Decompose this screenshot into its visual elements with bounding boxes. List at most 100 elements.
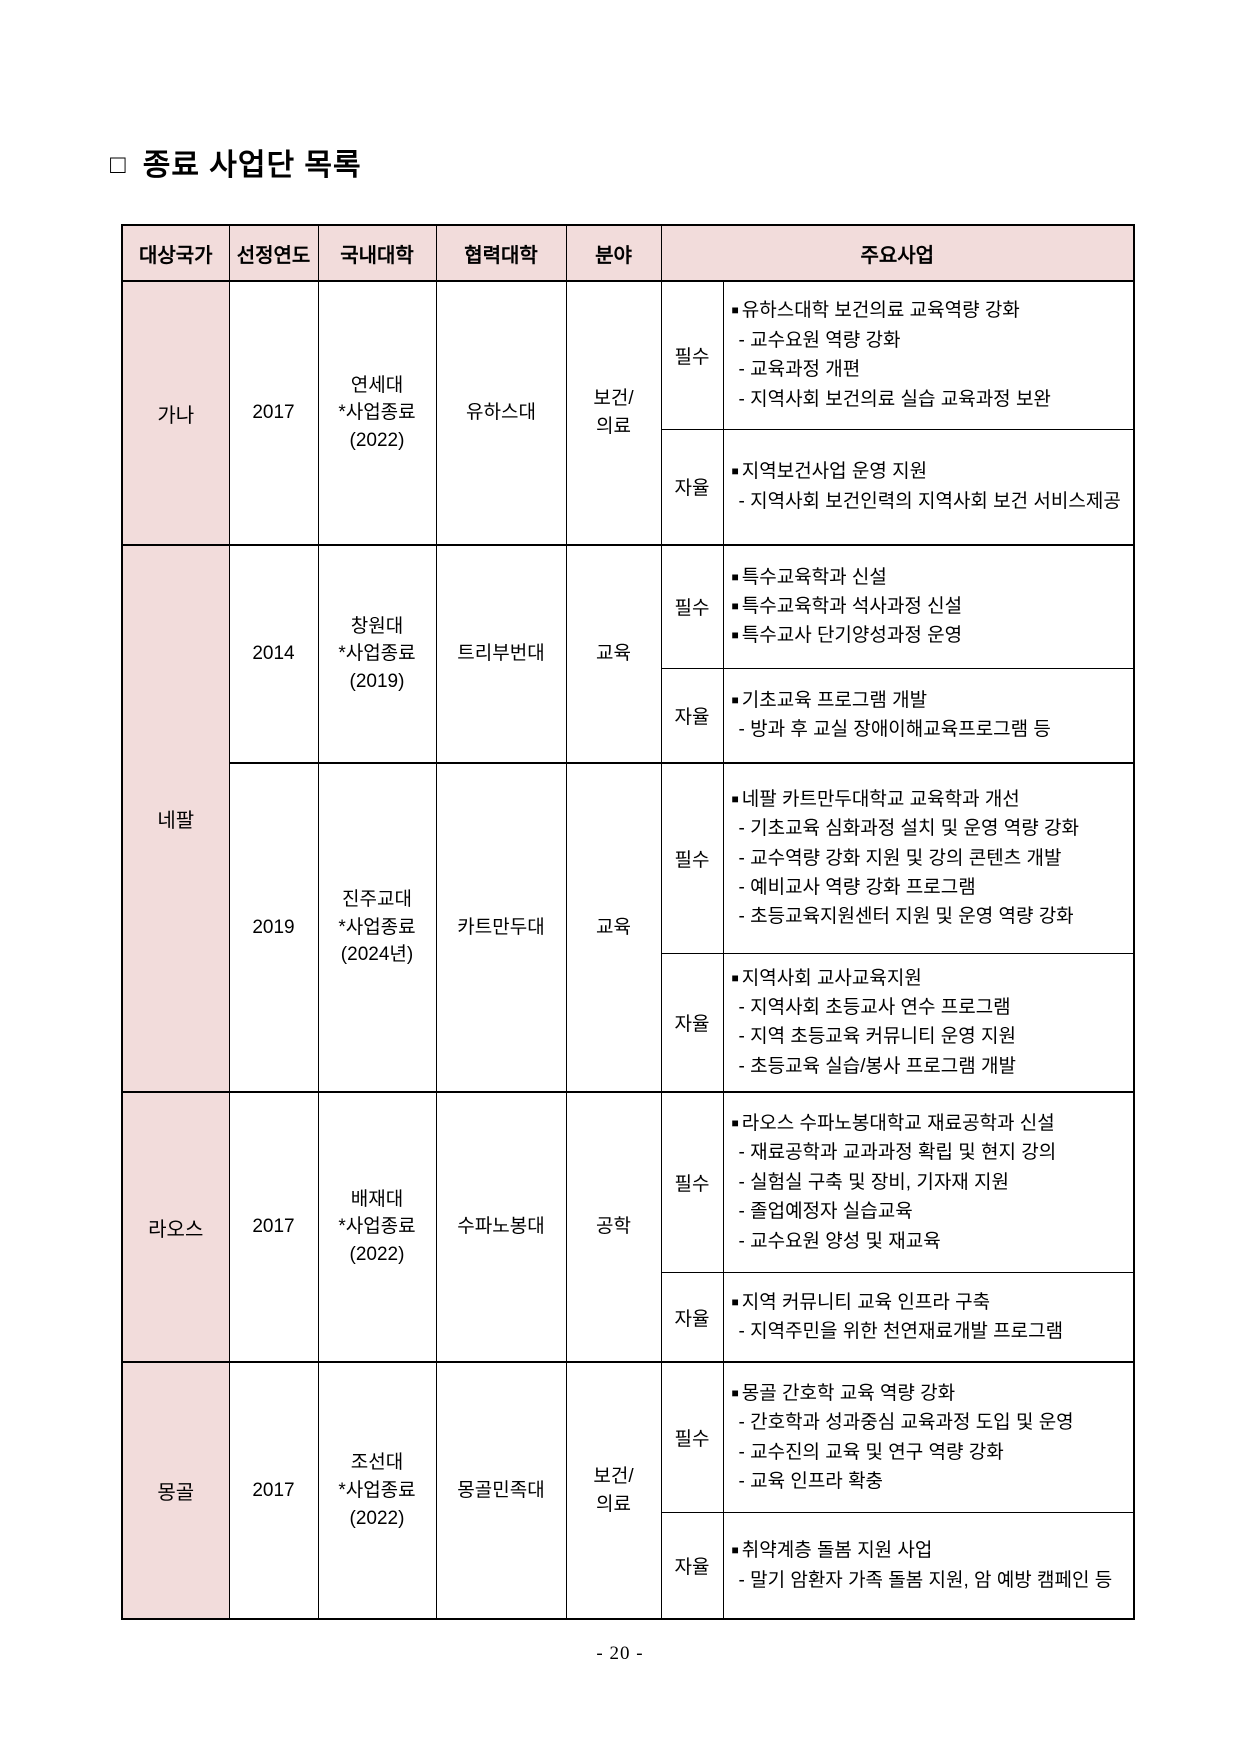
small-square-bullet-icon: ■ bbox=[731, 569, 739, 584]
program-line: - 초등교육지원센터 지원 및 운영 역량 강화 bbox=[738, 906, 1074, 928]
partner-univ-cell: 유하스대 bbox=[435, 280, 567, 546]
field-cell: 공학 bbox=[565, 1091, 662, 1363]
table-row: 자율 ■ 지역보건사업 운영 지원 - 지역사회 보건인력의 지역사회 보건 서비스제… bbox=[122, 428, 1135, 546]
program-content-cell: ■ 네팔 카트만두대학교 교육학과 개선 - 기초교육 심화과정 설치 및 운영 역… bbox=[722, 762, 1135, 954]
cell-line: 배재대 bbox=[350, 1188, 404, 1210]
partner-univ-cell: 카트만두대 bbox=[435, 761, 567, 1093]
program-line: - 교수역량 강화 지원 및 강의 콘텐츠 개발 bbox=[738, 847, 1062, 869]
cell-line: 창원대 bbox=[350, 615, 404, 637]
cell-line: 진주교대 bbox=[342, 889, 412, 911]
cell-line: (2019) bbox=[349, 670, 405, 692]
program-line: ■ 특수교육학과 석사과정 신설 bbox=[731, 596, 963, 618]
program-line: - 실험실 구축 및 장비, 기자재 지원 bbox=[738, 1171, 1010, 1193]
table-row: 라오스 2017 배재대 *사업종료 (2022) 수파노봉대 공학 필수 ■ 라오스 수파노봉대… bbox=[121, 1091, 1135, 1363]
program-content-cell: ■ 지역사회 교사교육지원 - 지역사회 초등교사 연수 프로그램 - 지역 초등교육… bbox=[722, 952, 1135, 1093]
year-cell: 2019 bbox=[228, 761, 319, 1093]
small-square-bullet-icon: ■ bbox=[731, 1294, 739, 1309]
program-type-cell: 필수 bbox=[660, 280, 724, 430]
cell-line: *사업종료 bbox=[338, 1216, 416, 1238]
program-type-cell: 자율 bbox=[660, 952, 724, 1093]
cell-line: 의료 bbox=[596, 1493, 631, 1515]
small-square-bullet-icon: ■ bbox=[731, 1543, 739, 1558]
small-square-bullet-icon: ■ bbox=[731, 970, 739, 985]
program-line: - 지역사회 보건의료 실습 교육과정 보완 bbox=[738, 388, 1051, 410]
small-square-bullet-icon: ■ bbox=[731, 628, 739, 643]
col-header-country: 대상국가 bbox=[121, 224, 230, 282]
small-square-bullet-icon: ■ bbox=[731, 303, 739, 318]
program-content-cell: ■ 라오스 수파노봉대학교 재료공학과 신설 - 재료공학과 교과과정 확립 및 현… bbox=[722, 1091, 1135, 1273]
page-title-text: 종료 사업단 목록 bbox=[142, 149, 362, 182]
small-square-bullet-icon: ■ bbox=[731, 464, 739, 479]
cell-line: 연세대 bbox=[350, 374, 404, 396]
program-line: ■ 라오스 수파노봉대학교 재료공학과 신설 bbox=[731, 1112, 1055, 1134]
program-content-cell: ■ 몽골 간호학 교육 역량 강화 - 간호학과 성과중심 교육과정 도입 및 운영… bbox=[722, 1361, 1135, 1513]
program-line: - 교수요원 역량 강화 bbox=[738, 329, 901, 351]
table-row: 가나 2017 연세대 *사업종료 (2022) 유하스대 보건/의료 필수 ■ 유하스대학 보건… bbox=[121, 280, 1135, 546]
program-line: - 말기 암환자 가족 돌봄 지원, 암 예방 캠페인 등 bbox=[738, 1569, 1113, 1591]
country-cell: 가나 bbox=[121, 280, 230, 546]
field-cell: 교육 bbox=[565, 761, 662, 1093]
domestic-univ-cell: 배재대 *사업종료 (2022) bbox=[317, 1091, 437, 1363]
small-square-bullet-icon: ■ bbox=[731, 1115, 739, 1130]
program-line: - 교수진의 교육 및 연구 역량 강화 bbox=[738, 1441, 1004, 1463]
field-cell: 교육 bbox=[565, 544, 662, 764]
cell-line: *사업종료 bbox=[338, 916, 416, 938]
page-number: - 20 - bbox=[596, 1643, 644, 1664]
small-square-bullet-icon: ■ bbox=[731, 1385, 739, 1400]
program-line: ■ 지역 커뮤니티 교육 인프라 구축 bbox=[731, 1291, 991, 1313]
program-line: - 지역 초등교육 커뮤니티 운영 지원 bbox=[738, 1026, 1016, 1048]
program-line: ■ 몽골 간호학 교육 역량 강화 bbox=[731, 1382, 956, 1404]
program-content-cell: ■ 취약계층 돌봄 지원 사업 - 말기 암환자 가족 돌봄 지원, 암 예방 캠페… bbox=[722, 1511, 1135, 1620]
program-line: - 지역사회 초등교사 연수 프로그램 bbox=[738, 996, 1011, 1018]
program-content-cell: ■ 지역 커뮤니티 교육 인프라 구축 - 지역주민을 위한 천연재료개발 프로그램 bbox=[722, 1271, 1135, 1363]
cell-line: *사업종료 bbox=[338, 402, 416, 424]
page-title: □ 종료 사업단 목록 bbox=[110, 140, 362, 184]
program-content-cell: ■ 지역보건사업 운영 지원 - 지역사회 보건인력의 지역사회 보건 서비스제공 bbox=[722, 428, 1135, 546]
program-line: - 기초교육 심화과정 설치 및 운영 역량 강화 bbox=[738, 818, 1079, 840]
table-row: 자율 ■ 기초교육 프로그램 개발 - 방과 후 교실 장애이해교육프로그램 등 bbox=[122, 667, 1135, 764]
table-row: 2019 진주교대 *사업종료 (2024년) 카트만두대 교육 필수 ■ 네팔 카트만두대학교… bbox=[122, 761, 1135, 1093]
program-line: ■ 유하스대학 보건의료 교육역량 강화 bbox=[731, 300, 1020, 322]
program-content-cell: ■ 기초교육 프로그램 개발 - 방과 후 교실 장애이해교육프로그램 등 bbox=[722, 667, 1135, 764]
program-line: ■ 기초교육 프로그램 개발 bbox=[731, 689, 928, 711]
cell-line: *사업종료 bbox=[338, 1479, 416, 1501]
program-line: ■ 특수교육학과 신설 bbox=[731, 566, 887, 588]
field-cell: 보건/의료 bbox=[565, 1361, 662, 1620]
program-type-cell: 자율 bbox=[660, 1511, 724, 1620]
program-line: ■ 취약계층 돌봄 지원 사업 bbox=[731, 1540, 933, 1562]
program-type-cell: 필수 bbox=[660, 1091, 724, 1273]
cell-line: 보건/ bbox=[593, 388, 634, 410]
domestic-univ-cell: 조선대 *사업종료 (2022) bbox=[317, 1361, 437, 1620]
cell-line: 조선대 bbox=[350, 1452, 404, 1474]
partner-univ-cell: 트리부번대 bbox=[435, 544, 567, 764]
country-cell: 네팔 bbox=[121, 543, 230, 1093]
program-line: - 간호학과 성과중심 교육과정 도입 및 운영 bbox=[738, 1412, 1074, 1434]
cell-line: *사업종료 bbox=[338, 643, 416, 665]
year-cell: 2017 bbox=[228, 1091, 319, 1363]
year-cell: 2014 bbox=[228, 544, 319, 764]
country-cell: 라오스 bbox=[121, 1091, 230, 1363]
program-content-cell: ■ 유하스대학 보건의료 교육역량 강화 - 교수요원 역량 강화 - 교육과정 개편… bbox=[722, 280, 1135, 430]
col-header-domestic-univ: 국내대학 bbox=[317, 224, 437, 282]
program-line: ■ 지역사회 교사교육지원 bbox=[731, 967, 922, 989]
program-line: - 교육과정 개편 bbox=[738, 359, 861, 381]
program-line: - 교수요원 양성 및 재교육 bbox=[738, 1230, 941, 1252]
small-square-bullet-icon: ■ bbox=[731, 791, 739, 806]
domestic-univ-cell: 연세대 *사업종료 (2022) bbox=[317, 280, 437, 546]
partner-univ-cell: 수파노봉대 bbox=[435, 1091, 567, 1363]
partner-univ-cell: 몽골민족대 bbox=[435, 1361, 567, 1620]
cell-line: (2022) bbox=[349, 429, 405, 451]
terminated-projects-table: 대상국가 선정연도 국내대학 협력대학 분야 주요사업 가나 2017 연세대 *사업종료 (20… bbox=[121, 224, 1136, 1621]
table-row: 네팔 2014 창원대 *사업종료 (2019) 트리부번대 교육 필수 ■ 특수교육학과 신설 ■… bbox=[121, 543, 1135, 1093]
col-header-year: 선정연도 bbox=[228, 224, 319, 282]
year-cell: 2017 bbox=[228, 280, 319, 546]
domestic-univ-cell: 진주교대 *사업종료 (2024년) bbox=[317, 761, 437, 1093]
small-square-bullet-icon: ■ bbox=[731, 692, 739, 707]
small-square-bullet-icon: ■ bbox=[731, 599, 739, 614]
table-row: 몽골 2017 조선대 *사업종료 (2022) 몽골민족대 보건/의료 필수 ■ 몽골 간호학 … bbox=[121, 1361, 1135, 1620]
program-line: - 예비교사 역량 강화 프로그램 bbox=[738, 876, 976, 898]
table-header-row: 대상국가 선정연도 국내대학 협력대학 분야 주요사업 bbox=[121, 224, 1135, 282]
cell-line: 의료 bbox=[596, 416, 631, 437]
field-cell: 보건/의료 bbox=[565, 280, 662, 546]
